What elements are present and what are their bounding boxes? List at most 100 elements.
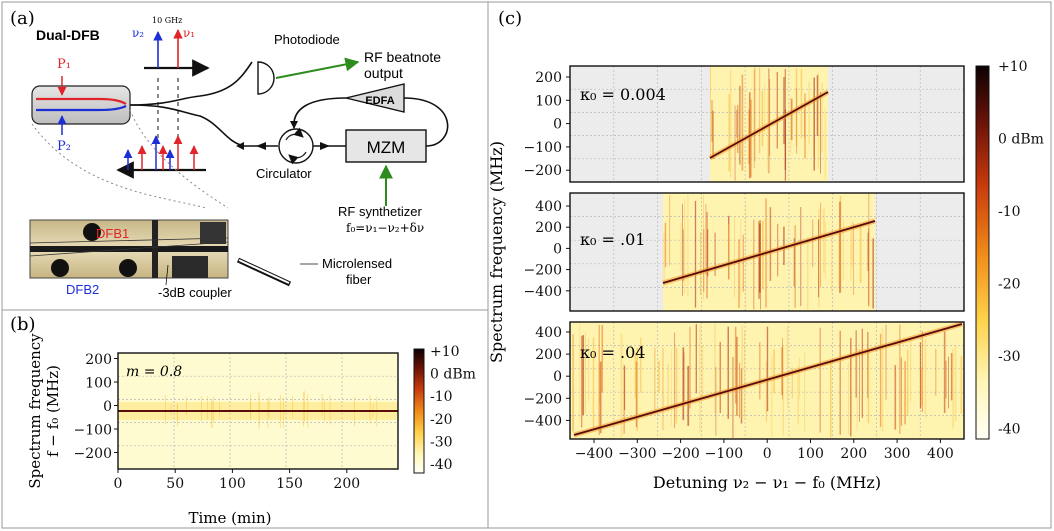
zoom-guide-1 xyxy=(31,123,207,209)
subplot-3-ytick-0: 400 xyxy=(535,325,562,341)
edfa-to-circulator-fiber xyxy=(293,97,347,129)
subplot-3-ytick-3: −200 xyxy=(524,391,562,407)
subplot-1-ytick-1: 100 xyxy=(535,93,562,109)
fiber-label-2: fiber xyxy=(346,272,372,287)
panel-b-colorbar xyxy=(413,348,425,474)
panel-b-yticks: 200 100 0 −100 −200 xyxy=(74,352,118,462)
panel-c-xtick-8: 400 xyxy=(927,446,954,462)
panel-b-xtick-3: 150 xyxy=(276,476,303,492)
p2-label: P₂ xyxy=(57,139,71,154)
panel-c-xtick-4: 0 xyxy=(763,446,772,462)
subplot-3-ytick-1: 200 xyxy=(535,347,562,363)
subplot-3-ytick-4: −400 xyxy=(524,413,562,429)
subplot-1-ytick-2: 0 xyxy=(553,117,562,133)
circulator-arrow-2 xyxy=(288,151,307,165)
subplot-3-ytick-2: 0 xyxy=(553,369,562,385)
panel-b-ytick-3: −100 xyxy=(74,423,112,439)
subplot-2-marks xyxy=(662,193,876,310)
subplot-1-marks xyxy=(708,67,830,181)
subplot-2-kappa: κ₀ = .01 xyxy=(580,230,645,249)
panel-c-xtick-1: −300 xyxy=(618,446,656,462)
panel-c-cbar-tick-4: -30 xyxy=(998,349,1021,365)
dual-dfb-chip xyxy=(31,85,131,125)
panel-c-xtick-2: −200 xyxy=(661,446,699,462)
panel-c-xtick-0: −400 xyxy=(575,446,613,462)
c1-marks-beatnote xyxy=(709,91,829,159)
subplot-1-kappa: κ₀ = 0.004 xyxy=(580,85,666,104)
panel-b-ylabel-1: Spectrum frequency xyxy=(26,333,44,489)
panel-c-colorbar-ticks: +10 0 dBm -10 -20 -30 -40 xyxy=(998,59,1044,438)
coupler-pointer xyxy=(165,264,169,286)
panel-b-xtick-2: 100 xyxy=(219,476,246,492)
panel-b-colorbar-ticks: +10 0 dBm -10 -20 -30 -40 xyxy=(430,344,476,473)
panel-c-xlabel: Detuning ν₂ − ν₁ − f₀ (MHz) xyxy=(653,473,881,492)
panel-b-xtick-0: 0 xyxy=(114,476,123,492)
dfb2-waveguide xyxy=(36,104,127,112)
panel-b-ytick-2: 0 xyxy=(103,399,112,415)
panel-c-cbar-tick-3: -20 xyxy=(998,277,1021,293)
zoom-guide-2 xyxy=(129,109,229,209)
fiber-label-1: Microlensed xyxy=(322,256,392,271)
panel-b-xlabel: Time (min) xyxy=(188,509,271,527)
rf-synth-label: RF synthetizer xyxy=(338,204,422,219)
panel-c-subplot-2 xyxy=(569,192,965,312)
fiber-arrowhead-3 xyxy=(320,142,330,150)
panel-b-cbar-tick-4: -30 xyxy=(430,434,453,450)
nu1-label: ν₁ xyxy=(183,26,195,40)
c3-marks-beatnote xyxy=(573,323,963,436)
panel-b-xtick-1: 50 xyxy=(166,476,184,492)
fiber-to-photodiode xyxy=(129,61,253,106)
dfb2-label: DFB2 xyxy=(66,282,99,297)
rf-synth-formula: f₀=ν₁−ν₂+δν xyxy=(346,221,424,235)
c2-marks-beatnote xyxy=(662,220,876,284)
panel-b-xticks: 0 50 100 150 200 xyxy=(114,469,360,492)
subplot-1-yticks: 200 100 0 −100 −200 xyxy=(524,70,570,179)
panel-a-label: (a) xyxy=(10,8,35,29)
panel-b-axes xyxy=(117,352,399,470)
panel-b-cbar-tick-1: 0 dBm xyxy=(430,367,476,383)
fiber-to-circulator xyxy=(129,104,245,147)
chip-micrograph xyxy=(29,219,229,279)
panel-c-cbar-tick-2: -10 xyxy=(998,204,1021,220)
coupler-label: -3dB coupler xyxy=(158,285,232,300)
panel-c-subplot-3 xyxy=(569,321,965,440)
fiber-arrowhead-1 xyxy=(236,142,244,150)
fiber-arrowhead-2 xyxy=(256,142,266,150)
fiber-arrowhead-4 xyxy=(290,121,298,129)
panel-b-plot xyxy=(117,352,399,470)
panel-c-subplot-1 xyxy=(569,65,965,183)
panel-b-ytick-1: 100 xyxy=(85,376,112,392)
circulator-label: Circulator xyxy=(256,166,312,181)
subplot-3-kappa: κ₀ = .04 xyxy=(580,343,645,362)
panel-b-m-label: m = 0.8 xyxy=(126,364,182,380)
mzm-label: MZM xyxy=(367,138,406,157)
rf-beatnote-label: RF beatnote xyxy=(364,49,441,65)
rf-output-label: output xyxy=(364,65,403,81)
panel-c-colorbar xyxy=(975,65,990,440)
panel-c-label: (c) xyxy=(498,8,522,29)
photodiode-label: Photodiode xyxy=(274,32,340,47)
subplot-1-ytick-3: −100 xyxy=(524,140,562,156)
subplot-2-ytick-0: 400 xyxy=(535,199,562,215)
subplot-1-ytick-4: −200 xyxy=(524,163,562,179)
panel-b-cbar-tick-3: -20 xyxy=(430,412,453,428)
panel-c-cbar-tick-5: -40 xyxy=(998,422,1021,438)
panel-c-frame xyxy=(487,1,1052,529)
subplot-2-axes xyxy=(569,192,965,312)
panel-c-xticks: −400 −300 −200 −100 0 100 200 300 400 xyxy=(575,439,954,462)
subplot-3-marks xyxy=(569,321,963,439)
panel-c-ylabel: Spectrum frequency (MHz) xyxy=(487,141,506,363)
freq-spacing-label: 10 GHz xyxy=(152,16,182,25)
panel-c-xtick-6: 200 xyxy=(840,446,867,462)
panel-b-streaks xyxy=(164,391,378,430)
p1-label: P₁ xyxy=(57,57,71,72)
subplot-2-ytick-2: 0 xyxy=(553,241,562,257)
subplot-1-grid xyxy=(570,66,964,182)
panel-c-cbar-tick-0: +10 xyxy=(998,59,1028,75)
panel-c-xtick-7: 300 xyxy=(884,446,911,462)
panel-b-ytick-4: −200 xyxy=(74,446,112,462)
edfa-label: EDFA xyxy=(365,95,394,107)
mzm-to-edfa-fiber xyxy=(403,97,449,147)
panel-b-grid xyxy=(118,353,398,469)
panel-c-cbar-tick-1: 0 dBm xyxy=(998,132,1044,148)
